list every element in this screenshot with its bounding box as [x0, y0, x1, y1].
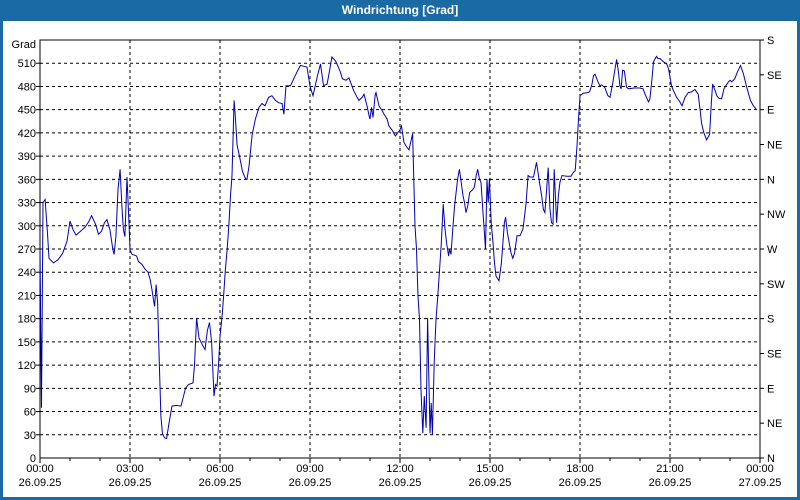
y-tick-label: 60: [24, 407, 36, 419]
x-axis-labels: 00:00 26.09.25 03:00 26.09.25 06:00 26.09.25 0…: [19, 463, 782, 489]
compass-tick-label: E: [767, 383, 774, 395]
x-tick-time-label: 18:00: [566, 463, 594, 475]
compass-tick-label: SE: [767, 349, 782, 361]
x-tick-time-label: 15:00: [476, 463, 504, 475]
y-tick-label: 300: [18, 221, 36, 233]
x-tick-time-label: 00:00: [26, 463, 54, 475]
compass-tick-label: NE: [767, 418, 782, 430]
y-axis-unit-label: Grad: [12, 39, 36, 51]
gridlines: [40, 40, 760, 458]
x-tick-time-label: 12:00: [386, 463, 414, 475]
compass-tick-label: W: [767, 244, 778, 256]
window-title: Windrichtung [Grad]: [341, 3, 459, 17]
x-tick-date-label: 26.09.25: [289, 477, 332, 489]
y-tick-label: 90: [24, 383, 36, 395]
compass-tick-label: NE: [767, 140, 782, 152]
y-axis-labels: 0 30 60 90 120 150 180 210 240 270 300 330 360 390 420…: [12, 39, 36, 465]
x-tick-date-label: 26.09.25: [559, 477, 602, 489]
x-tick-time-label: 21:00: [656, 463, 684, 475]
y-tick-label: 120: [18, 360, 36, 372]
y-tick-label: 450: [18, 105, 36, 117]
compass-tick-label: N: [767, 174, 775, 186]
x-tick-date-label: 26.09.25: [469, 477, 512, 489]
compass-labels: N NE E SE S SW W NW N NE E SE S: [767, 35, 786, 465]
y-tick-label: 270: [18, 244, 36, 256]
x-tick-time-label: 09:00: [296, 463, 324, 475]
y-tick-label: 210: [18, 290, 36, 302]
x-tick-date-label: 26.09.25: [649, 477, 692, 489]
x-tick-date-label: 26.09.25: [19, 477, 62, 489]
compass-tick-label: S: [767, 35, 774, 47]
y-tick-label: 420: [18, 128, 36, 140]
x-tick-time-label: 00:00: [746, 463, 774, 475]
x-tick-date-label: 26.09.25: [109, 477, 152, 489]
y-tick-label: 510: [18, 58, 36, 70]
y-tick-label: 240: [18, 267, 36, 279]
x-tick-time-label: 03:00: [116, 463, 144, 475]
x-tick-date-label: 27.09.25: [739, 477, 782, 489]
compass-tick-label: SE: [767, 70, 782, 82]
compass-tick-label: NW: [767, 209, 786, 221]
y-tick-label: 30: [24, 430, 36, 442]
y-tick-label: 480: [18, 81, 36, 93]
x-tick-date-label: 26.09.25: [379, 477, 422, 489]
x-tick-time-label: 06:00: [206, 463, 234, 475]
y-tick-label: 180: [18, 314, 36, 326]
y-tick-label: 360: [18, 174, 36, 186]
window-titlebar: Windrichtung [Grad]: [0, 0, 800, 21]
y-tick-label: 390: [18, 151, 36, 163]
compass-tick-label: SW: [767, 279, 785, 291]
compass-tick-label: S: [767, 314, 774, 326]
compass-tick-label: N: [767, 453, 775, 465]
wind-direction-line: [39, 55, 757, 440]
y-tick-label: 150: [18, 337, 36, 349]
y-tick-label: 330: [18, 198, 36, 210]
compass-tick-label: E: [767, 105, 774, 117]
x-tick-date-label: 26.09.25: [199, 477, 242, 489]
y-tick-label: 0: [30, 453, 36, 465]
